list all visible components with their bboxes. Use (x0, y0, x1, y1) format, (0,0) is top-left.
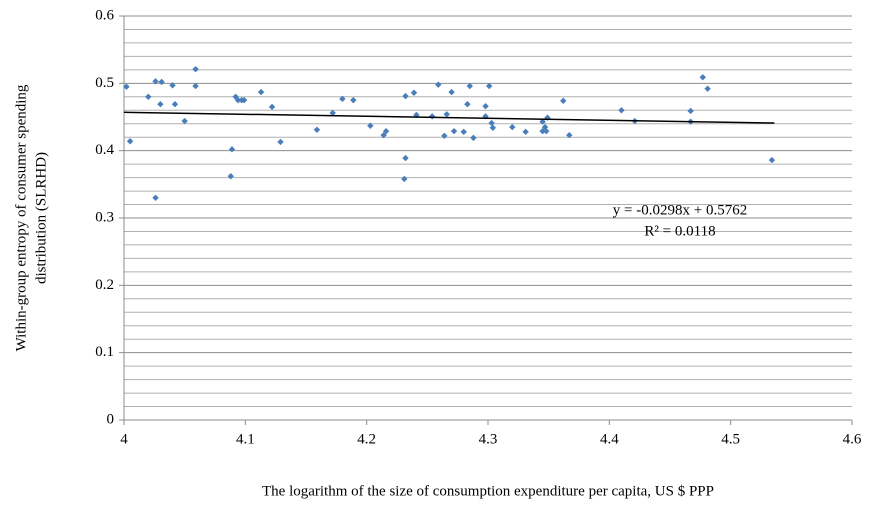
data-point (268, 103, 276, 111)
data-point (157, 101, 164, 108)
x-tick-label: 4.2 (357, 431, 376, 447)
data-point (486, 82, 493, 90)
data-point (367, 122, 374, 129)
y-axis-title-line: Within-group entropy of consumer spendin… (13, 84, 29, 351)
data-point (192, 82, 199, 90)
data-point (448, 88, 455, 96)
data-point (539, 118, 546, 125)
data-point (402, 154, 409, 162)
data-point (257, 88, 265, 96)
data-point (466, 82, 473, 90)
data-point (435, 81, 442, 88)
trendline-r-squared: R² = 0.0118 (644, 223, 715, 239)
data-point (543, 127, 550, 135)
data-point (443, 111, 450, 118)
data-point (123, 83, 130, 90)
data-point (441, 132, 448, 140)
x-tick-label: 4.1 (236, 431, 255, 447)
data-point (544, 114, 551, 121)
data-point (428, 113, 436, 120)
data-point (228, 146, 236, 153)
data-point (618, 107, 625, 114)
y-tick-label: 0 (107, 411, 115, 427)
y-tick-label: 0.3 (95, 209, 114, 225)
x-tick-label: 4.4 (600, 431, 619, 447)
data-point (277, 138, 284, 146)
data-point (541, 123, 549, 131)
data-point (410, 89, 418, 96)
data-point (171, 101, 179, 108)
data-point (704, 85, 711, 92)
data-point (380, 131, 387, 139)
data-point (152, 194, 159, 201)
data-point (488, 119, 495, 127)
data-point (522, 128, 529, 136)
trendline-equation: y = -0.0298x + 0.5762 (613, 202, 747, 218)
trendline (123, 111, 775, 124)
data-point (450, 127, 458, 135)
data-point (460, 128, 467, 136)
y-tick-label: 0.1 (95, 344, 114, 360)
data-point (382, 127, 390, 135)
data-point (313, 126, 321, 133)
y-tick-label: 0.6 (95, 7, 114, 23)
data-point (402, 92, 409, 100)
data-point (509, 123, 516, 131)
data-point (470, 134, 477, 142)
data-point (560, 97, 567, 105)
data-point (158, 78, 165, 86)
data-point (152, 78, 159, 85)
x-tick-label: 4.3 (479, 431, 498, 447)
data-point (768, 156, 776, 164)
data-point (227, 173, 234, 180)
data-point (401, 175, 408, 183)
data-point (699, 74, 706, 81)
x-tick-label: 4 (120, 431, 128, 447)
y-tick-label: 0.5 (95, 75, 114, 91)
data-point (234, 96, 242, 104)
data-point (539, 127, 546, 135)
y-tick-label: 0.2 (95, 277, 114, 293)
y-axis-title-line: distribution (SLRHD) (33, 152, 49, 284)
x-axis-title: The logarithm of the size of consumption… (262, 483, 714, 499)
data-point (145, 93, 152, 100)
y-tick-label: 0.4 (95, 142, 114, 158)
data-point (489, 124, 497, 131)
data-point (350, 96, 357, 104)
data-point (482, 103, 489, 110)
data-point (181, 117, 188, 125)
data-point (329, 109, 336, 117)
x-tick-label: 4.5 (721, 431, 740, 447)
data-point (169, 82, 176, 89)
y-axis-title: Within-group entropy of consumer spendin… (13, 84, 49, 351)
data-point (240, 96, 248, 104)
data-point (687, 107, 694, 115)
data-point (192, 65, 199, 73)
x-tick-label: 4.6 (843, 431, 862, 447)
data-point (464, 101, 471, 108)
data-point (339, 95, 346, 103)
data-point (126, 138, 134, 145)
data-point (566, 131, 573, 139)
